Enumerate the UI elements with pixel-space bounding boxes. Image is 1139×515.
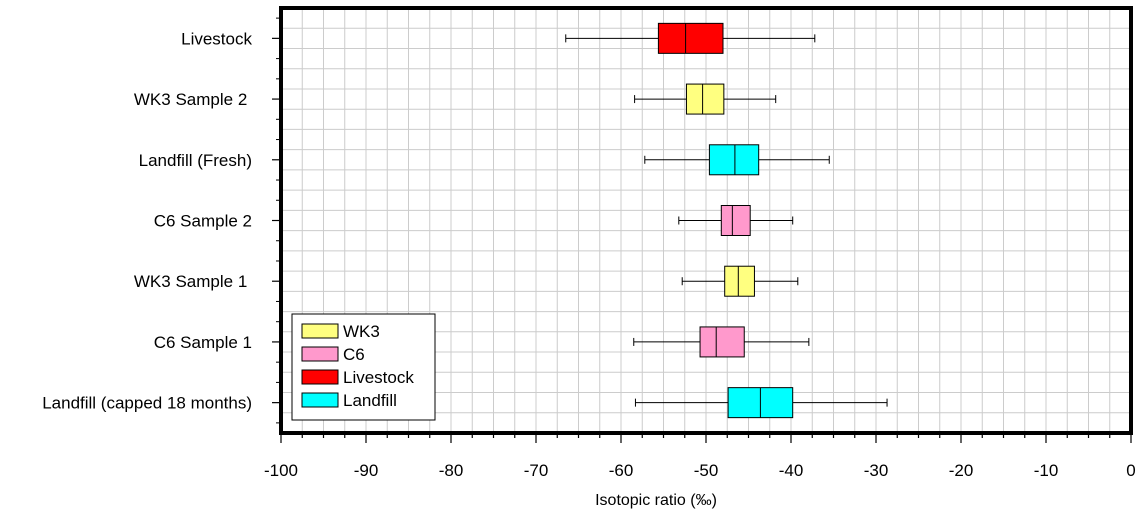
legend-label: C6 xyxy=(343,345,365,364)
legend-swatch xyxy=(301,323,339,339)
box-iqr xyxy=(724,265,755,297)
box-c6 xyxy=(678,205,794,236)
box-landfill xyxy=(634,387,888,419)
x-axis-title: Isotopic ratio (‰) xyxy=(595,492,717,509)
legend-item: C6 xyxy=(301,345,365,364)
category-label: C6 Sample 1 xyxy=(154,333,252,352)
legend-swatch xyxy=(301,369,339,385)
category-axis: Livestock WK3 Sample 2 Landfill (Fresh) C6… xyxy=(42,17,281,424)
box-landfill xyxy=(644,144,830,176)
category-label: WK3 Sample 2 xyxy=(134,90,252,109)
x-tick-label: -100 xyxy=(264,461,298,480)
x-tick-label: -60 xyxy=(609,461,634,480)
box-wk3 xyxy=(681,265,799,297)
box-wk3 xyxy=(634,83,777,115)
x-tick-label: -40 xyxy=(779,461,804,480)
legend-label: Livestock xyxy=(343,368,414,387)
legend: WK3 C6 Livestock Landfill xyxy=(291,313,436,421)
x-axis: -100 -90 -80 -70 -60 -50 -40 -30 -20 -10 0 xyxy=(264,433,1136,480)
category-label: C6 Sample 2 xyxy=(154,212,252,231)
legend-swatch xyxy=(301,392,339,408)
x-tick-label: -20 xyxy=(949,461,974,480)
x-tick-label: -90 xyxy=(354,461,379,480)
box-series xyxy=(565,22,888,419)
x-tick-label: -50 xyxy=(694,461,719,480)
box-iqr xyxy=(685,83,725,115)
legend-item: Landfill xyxy=(301,391,397,410)
x-tick-label: -10 xyxy=(1034,461,1059,480)
category-label: Landfill (Fresh) xyxy=(139,151,252,170)
legend-label: WK3 xyxy=(343,322,380,341)
x-tick-label: 0 xyxy=(1126,461,1135,480)
box-iqr xyxy=(699,326,745,358)
category-label: Livestock xyxy=(181,29,252,48)
category-label: WK3 Sample 1 xyxy=(134,272,252,291)
box-iqr xyxy=(720,205,751,236)
box-iqr xyxy=(708,144,760,176)
box-c6 xyxy=(633,326,810,358)
legend-item: Livestock xyxy=(301,368,414,387)
box-iqr xyxy=(657,22,724,54)
category-label: Landfill (capped 18 months) xyxy=(42,394,252,413)
legend-label: Landfill xyxy=(343,391,397,410)
x-tick-label: -80 xyxy=(439,461,464,480)
legend-item: WK3 xyxy=(301,322,380,341)
box-livestock xyxy=(565,22,816,54)
x-tick-label: -70 xyxy=(524,461,549,480)
x-tick-label: -30 xyxy=(864,461,889,480)
legend-swatch xyxy=(301,346,339,362)
